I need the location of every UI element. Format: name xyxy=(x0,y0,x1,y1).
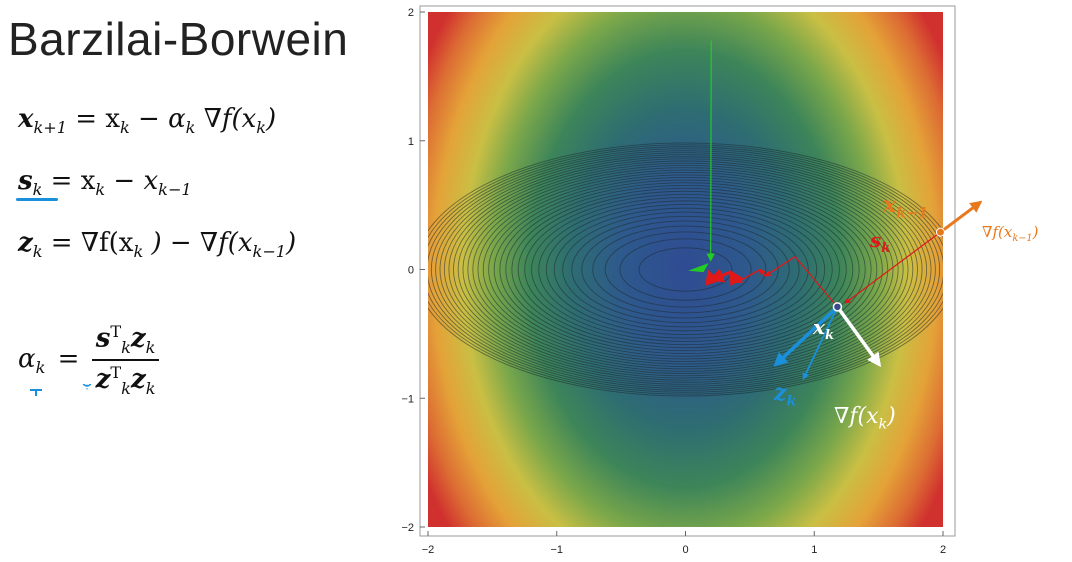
contour-line xyxy=(562,211,809,328)
red-segment xyxy=(794,256,838,308)
contour-line xyxy=(435,152,936,387)
contour-line xyxy=(428,146,943,393)
cursor-marks xyxy=(30,384,92,396)
contour-line xyxy=(638,247,733,292)
contour-field xyxy=(428,12,943,527)
red-step-arrow xyxy=(764,256,796,277)
contour-line xyxy=(482,174,889,365)
contour-line xyxy=(524,193,847,346)
contour-line xyxy=(448,158,923,381)
contour-line xyxy=(531,197,840,342)
red-step-arrow xyxy=(759,268,766,277)
contour-line xyxy=(571,215,800,324)
contour-line xyxy=(505,185,866,354)
update-equation: xk+1 = xk − αk ∇f(xk) xyxy=(18,104,277,138)
green-arrow xyxy=(706,40,715,262)
z-arrow-thick xyxy=(773,305,839,367)
x-k-point xyxy=(832,302,843,312)
red-step-arrow xyxy=(705,269,720,286)
contour-line xyxy=(453,160,918,379)
contour-line xyxy=(477,172,894,367)
alpha-fraction: sTkzk zTkzk xyxy=(91,322,160,398)
contour-line xyxy=(428,142,943,397)
contour-line xyxy=(511,187,860,352)
x-prev-point xyxy=(935,227,945,237)
contour-line xyxy=(443,156,928,383)
x-tick-label: 2 xyxy=(940,544,946,556)
grad-prev-arrow xyxy=(939,200,983,234)
red-step-arrow xyxy=(728,269,744,287)
x-prev-label: xk−1 xyxy=(882,192,928,222)
contour-line xyxy=(553,207,818,332)
grad-prev-label: ∇f(xk−1) xyxy=(982,223,1039,244)
contour-line xyxy=(428,148,943,391)
contour-lines xyxy=(428,142,943,397)
contour-plot: −2 −1 0 1 2 2 1 0 −1 −2 xk−1 sk xk zk ∇f(xk) ∇f(xk−1) xyxy=(401,5,1039,556)
y-tick-label: 0 xyxy=(408,265,414,277)
contour-line xyxy=(499,182,872,357)
contour-line xyxy=(581,220,790,319)
s-arrow xyxy=(844,231,941,304)
x-tick-label: 0 xyxy=(682,544,688,556)
s-underline xyxy=(16,198,58,201)
x-k-label: xk xyxy=(812,315,834,343)
contour-line xyxy=(439,154,932,385)
x-tick-label: −1 xyxy=(550,544,563,556)
contour-line xyxy=(538,200,833,339)
slide-title: Barzilai-Borwein xyxy=(8,13,349,65)
y-tick-label: 1 xyxy=(408,136,414,148)
green-arrowhead xyxy=(688,263,709,273)
contour-line xyxy=(493,179,878,360)
contour-line xyxy=(462,164,909,375)
x-tick-label: 1 xyxy=(811,544,817,556)
z-definition: zk = ∇f(xk ) − ∇f(xk−1) xyxy=(18,228,297,262)
grad-k-arrow xyxy=(836,305,882,368)
x-tick-label: −2 xyxy=(422,544,435,556)
contour-background xyxy=(428,12,943,527)
s-definition: sk = xk − xk−1 xyxy=(18,166,192,200)
contour-line xyxy=(457,162,914,377)
contour-line xyxy=(592,225,779,314)
contour-line xyxy=(545,203,826,336)
contour-line xyxy=(488,176,883,363)
y-tick-label: 2 xyxy=(408,7,414,19)
axis-ticks: −2 −1 0 1 2 2 1 0 −1 −2 xyxy=(401,7,946,556)
z-arrow-thin xyxy=(802,306,839,381)
contour-line xyxy=(428,144,943,395)
grad-k-label: ∇f(xk) xyxy=(834,404,896,433)
alpha-definition: αk = sTkzk zTkzk xyxy=(18,322,160,398)
z-label: zk xyxy=(773,380,797,410)
contour-line xyxy=(467,167,904,372)
contour-line xyxy=(619,238,752,301)
y-tick-label: −2 xyxy=(401,522,414,534)
overlay-arrows: xk−1 sk xk zk ∇f(xk) ∇f(xk−1) xyxy=(688,40,1039,433)
y-tick-label: −1 xyxy=(401,393,414,405)
contour-line xyxy=(517,190,854,349)
contour-line xyxy=(430,150,941,389)
s-label: sk xyxy=(869,228,890,256)
contour-line xyxy=(472,169,899,370)
